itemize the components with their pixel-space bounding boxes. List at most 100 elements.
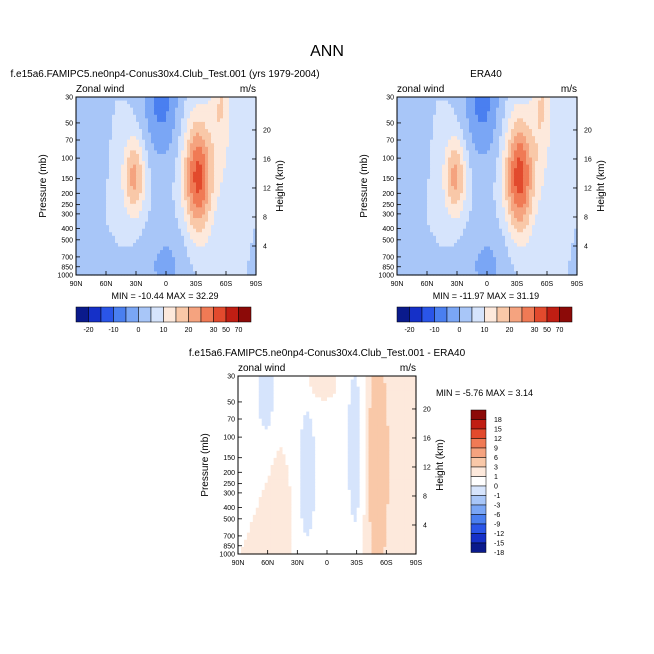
field-cell xyxy=(475,121,479,127)
field-cell xyxy=(154,143,158,148)
field-cell xyxy=(493,136,497,141)
field-cell xyxy=(193,182,197,187)
field-cell xyxy=(238,125,242,130)
field-cell xyxy=(214,164,218,169)
field-cell xyxy=(433,125,437,130)
field-cell xyxy=(244,228,248,233)
field-cell xyxy=(550,97,554,102)
field-cell xyxy=(457,164,461,169)
field-cell xyxy=(115,271,119,276)
field-cell xyxy=(109,121,113,127)
field-cell xyxy=(529,178,533,184)
field-cell xyxy=(163,143,167,148)
field-cell xyxy=(415,200,419,205)
field-cell xyxy=(187,114,191,119)
field-cell xyxy=(574,157,578,162)
field-cell xyxy=(109,139,113,144)
field-cell xyxy=(565,189,569,194)
field-cell xyxy=(157,214,161,219)
field-cell xyxy=(403,146,407,151)
field-cell xyxy=(541,146,545,151)
field-cell xyxy=(202,157,206,162)
field-cell xyxy=(196,203,200,208)
field-cell xyxy=(157,196,161,201)
field-cell xyxy=(238,150,242,155)
field-cell xyxy=(100,125,104,130)
field-cell xyxy=(478,97,482,102)
field-cell xyxy=(94,157,98,162)
field-cell xyxy=(241,250,245,255)
field-cell xyxy=(430,114,434,119)
field-cell xyxy=(181,146,185,151)
field-cell xyxy=(163,253,167,258)
field-cell xyxy=(88,186,92,191)
field-cell xyxy=(250,218,254,223)
field-cell xyxy=(505,150,509,155)
field-cell xyxy=(82,203,86,208)
field-cell xyxy=(85,242,89,248)
field-cell xyxy=(505,164,509,169)
field-cell xyxy=(529,100,533,105)
field-cell xyxy=(199,221,203,226)
field-cell xyxy=(217,253,221,258)
field-cell xyxy=(133,153,137,159)
field-cell xyxy=(229,186,233,191)
field-cell xyxy=(127,111,131,116)
field-cell xyxy=(112,178,116,184)
field-cell xyxy=(418,107,422,112)
field-cell xyxy=(556,132,560,137)
field-cell xyxy=(151,171,155,176)
field-cell xyxy=(439,171,443,176)
field-cell xyxy=(76,196,80,201)
field-cell xyxy=(403,121,407,127)
field-cell xyxy=(112,218,116,223)
field-cell xyxy=(247,235,251,240)
field-cell xyxy=(154,193,158,198)
field-cell xyxy=(475,153,479,159)
field-cell xyxy=(553,150,557,155)
field-cell xyxy=(490,168,494,173)
field-cell xyxy=(91,175,95,180)
field-cell xyxy=(112,164,116,169)
field-cell xyxy=(151,235,155,240)
field-cell xyxy=(514,203,518,208)
field-cell xyxy=(457,125,461,130)
field-cell xyxy=(130,235,134,240)
field-cell xyxy=(163,221,167,226)
field-cell xyxy=(547,193,551,198)
field-cell xyxy=(565,186,569,191)
field-cell xyxy=(520,203,524,208)
field-cell xyxy=(154,189,158,194)
field-cell xyxy=(223,150,227,155)
field-cell xyxy=(223,161,227,166)
field-cell xyxy=(106,136,110,141)
field-cell xyxy=(148,189,152,194)
field-cell xyxy=(463,139,467,144)
field-cell xyxy=(97,228,101,233)
field-cell xyxy=(235,260,239,265)
field-cell xyxy=(493,178,497,184)
field-cell xyxy=(97,132,101,137)
field-cell xyxy=(247,100,251,105)
field-cell xyxy=(196,175,200,180)
field-cell xyxy=(448,132,452,137)
field-cell xyxy=(127,129,131,134)
field-cell xyxy=(244,175,248,180)
field-cell xyxy=(175,175,179,180)
field-cell xyxy=(130,178,134,184)
field-cell xyxy=(517,118,521,123)
field-cell xyxy=(220,267,224,273)
field-cell xyxy=(208,125,212,130)
field-cell xyxy=(94,161,98,166)
field-cell xyxy=(520,121,524,127)
field-cell xyxy=(97,235,101,240)
field-cell xyxy=(451,100,455,105)
field-cell xyxy=(97,257,101,262)
field-cell xyxy=(178,253,182,258)
field-cell xyxy=(421,111,425,116)
field-cell xyxy=(235,114,239,119)
field-cell xyxy=(82,267,86,273)
field-cell xyxy=(130,218,134,223)
field-cell xyxy=(445,104,449,109)
field-cell xyxy=(472,132,476,137)
